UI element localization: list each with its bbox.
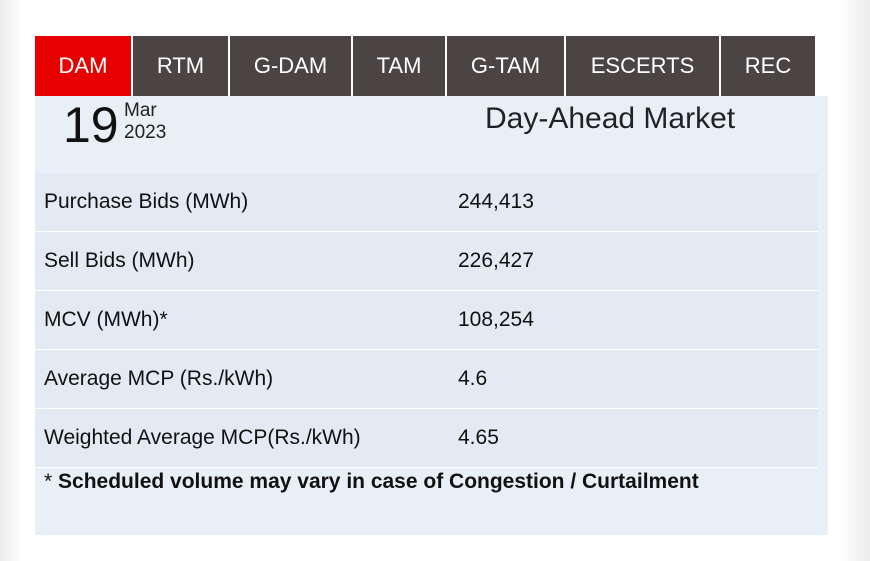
row-value: 226,427 <box>458 249 534 272</box>
tab[interactable]: ESCERTS <box>566 36 719 96</box>
tab[interactable]: REC <box>721 36 815 96</box>
row-value: 108,254 <box>458 308 534 331</box>
table-row: Sell Bids (MWh) 226,427 <box>35 232 818 291</box>
market-title: Day-Ahead Market <box>485 102 736 135</box>
date-month: Mar <box>124 100 157 121</box>
market-panel: 19 Mar 2023 Day-Ahead Market Purchase Bi… <box>35 96 828 535</box>
stats-table: Purchase Bids (MWh) 244,413 Sell Bids (MWh… <box>35 173 818 468</box>
row-label: Average MCP (Rs./kWh) <box>44 367 274 390</box>
tab[interactable]: G-DAM <box>230 36 351 96</box>
date-year: 2023 <box>124 122 167 143</box>
row-label: MCV (MWh)* <box>44 308 168 331</box>
footnote: * Scheduled volume may vary in case of C… <box>44 470 699 494</box>
row-value: 4.65 <box>458 426 499 449</box>
table-row: Weighted Average MCP(Rs./kWh) 4.65 <box>35 409 818 468</box>
date-day: 19 <box>63 97 119 153</box>
table-row: MCV (MWh)* 108,254 <box>35 291 818 350</box>
row-value: 244,413 <box>458 190 534 213</box>
table-row: Average MCP (Rs./kWh) 4.6 <box>35 350 818 409</box>
table-row: Purchase Bids (MWh) 244,413 <box>35 173 818 232</box>
row-value: 4.6 <box>458 367 488 390</box>
footnote-text: Scheduled volume may vary in case of Con… <box>58 470 699 493</box>
tab[interactable]: DAM <box>35 36 131 96</box>
tab[interactable]: G-TAM <box>447 36 564 96</box>
tab-bar: DAM RTM G-DAM TAM G-TAM ESCERTS REC <box>35 36 817 96</box>
row-label: Sell Bids (MWh) <box>44 249 195 272</box>
row-label: Purchase Bids (MWh) <box>44 190 249 213</box>
tab[interactable]: TAM <box>353 36 445 96</box>
footnote-marker: * <box>44 470 53 493</box>
row-label: Weighted Average MCP(Rs./kWh) <box>44 426 361 449</box>
tab[interactable]: RTM <box>133 36 228 96</box>
